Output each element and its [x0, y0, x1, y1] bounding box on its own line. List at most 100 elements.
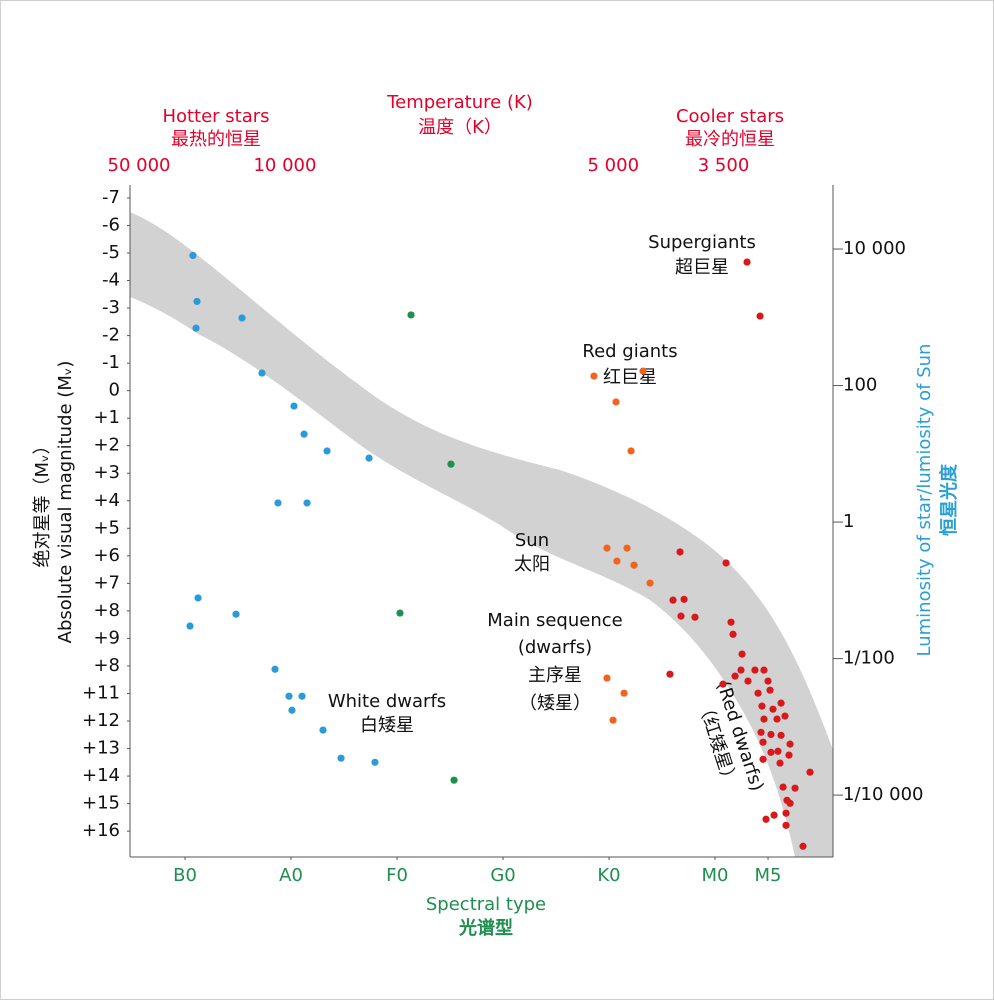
star-point	[337, 754, 345, 762]
star-point	[759, 755, 767, 763]
star-point	[620, 689, 628, 697]
star-point	[722, 559, 730, 567]
star-point	[767, 748, 775, 756]
star-point	[737, 666, 745, 674]
x-axis-title: Spectral type	[426, 894, 546, 915]
star-point	[258, 369, 266, 377]
star-point	[767, 730, 775, 739]
star-point	[194, 594, 202, 602]
star-point	[613, 557, 621, 565]
y2-axis-title: Luminosity of star/lumiosity of Sun	[914, 344, 935, 657]
star-point	[751, 666, 759, 674]
star-point	[192, 324, 200, 332]
star-point	[756, 312, 764, 320]
star-point	[238, 314, 246, 322]
x-tick-label: G0	[490, 865, 515, 886]
star-point	[319, 726, 327, 734]
y-tick-label: +11	[82, 682, 120, 703]
star-point	[630, 561, 638, 569]
star-point	[666, 670, 674, 678]
annotation: Sun	[515, 530, 549, 551]
star-point	[760, 666, 768, 674]
star-point	[727, 618, 735, 626]
star-point	[193, 297, 201, 306]
star-point	[791, 784, 799, 792]
star-point	[781, 712, 789, 720]
annotation: 红巨星	[603, 367, 657, 388]
star-point	[680, 595, 688, 603]
star-point	[603, 544, 611, 552]
y-tick-label: -5	[102, 242, 120, 263]
y-tick-label: +16	[82, 820, 120, 841]
star-point	[612, 398, 620, 406]
star-point	[764, 677, 772, 685]
top-label: Temperature (K)	[386, 92, 533, 113]
x2-tick-label: 10 000	[253, 155, 316, 176]
y-tick-label: +9	[93, 627, 120, 648]
x2-tick-label: 5 000	[587, 155, 639, 176]
top-label: Hotter stars	[162, 106, 269, 127]
star-point	[590, 372, 598, 380]
y2-tick-label: 1	[843, 511, 854, 532]
star-point	[754, 689, 762, 697]
star-point	[806, 768, 814, 776]
annotation: Red giants	[582, 341, 677, 362]
y2-tick-label: 100	[843, 375, 877, 396]
star-point	[786, 740, 794, 748]
annotation: (dwarfs)	[518, 637, 592, 658]
main-sequence-band	[130, 212, 833, 857]
y-tick-label: +7	[93, 572, 120, 593]
y-tick-label: +6	[93, 545, 120, 566]
y-axis-title-zh: 绝对星等（Mᵥ）	[32, 436, 53, 567]
y2-axis-title-zh: 恒星光度	[938, 463, 960, 536]
y-tick-label: +1	[93, 407, 120, 428]
top-label-zh: 温度（K）	[418, 117, 502, 138]
y2-tick-label: 1/100	[843, 648, 895, 669]
star-point	[323, 447, 331, 455]
x-tick-label: M0	[702, 865, 729, 886]
y-tick-label: -4	[102, 270, 120, 291]
star-point	[799, 842, 807, 850]
top-label-zh: 最冷的恒星	[685, 129, 775, 150]
star-point	[274, 499, 282, 507]
x-tick-label: A0	[279, 865, 303, 886]
star-point	[303, 499, 311, 507]
top-label: Cooler stars	[676, 106, 784, 127]
annotation: White dwarfs	[328, 691, 446, 712]
y-tick-label: +15	[82, 793, 120, 814]
y-tick-label: 0	[109, 380, 120, 401]
star-point	[760, 715, 768, 723]
star-point	[691, 613, 699, 621]
star-point	[407, 311, 415, 319]
star-point	[669, 596, 677, 604]
star-point	[232, 610, 240, 618]
star-point	[782, 821, 790, 829]
star-point	[738, 650, 746, 658]
star-point	[290, 402, 298, 410]
star-point	[782, 809, 790, 817]
y-tick-label: -6	[102, 214, 120, 235]
x-tick-label: K0	[597, 865, 620, 886]
star-point	[623, 544, 631, 552]
star-point	[447, 460, 455, 468]
y-tick-label: +4	[93, 490, 120, 511]
y-tick-label: +2	[93, 435, 120, 456]
star-point	[770, 811, 778, 819]
star-point	[758, 702, 766, 710]
x-tick-label: M5	[755, 865, 782, 886]
y-tick-label: +5	[93, 517, 120, 538]
y2-tick-label: 1/10 000	[843, 784, 924, 805]
x-axis-title-zh: 光谱型	[458, 917, 513, 939]
star-point	[769, 705, 777, 713]
star-point	[785, 751, 793, 759]
star-point	[285, 692, 293, 700]
star-point	[777, 699, 785, 707]
annotation: 白矮星	[360, 715, 414, 736]
star-point	[757, 728, 765, 736]
star-point	[271, 665, 279, 673]
y-tick-label: -3	[102, 297, 120, 318]
star-point	[759, 738, 767, 746]
y-tick-label: -7	[102, 187, 120, 208]
star-point	[603, 674, 611, 682]
star-point	[396, 609, 404, 617]
